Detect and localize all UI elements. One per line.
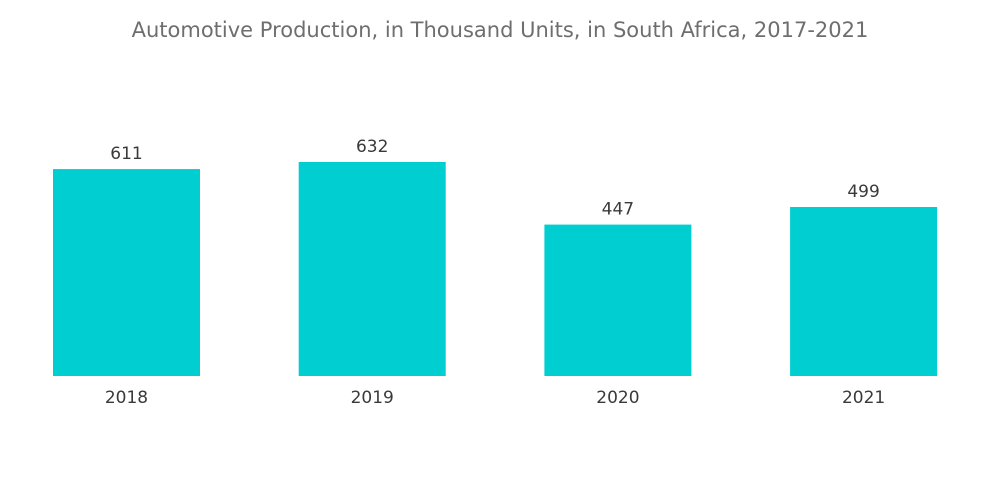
x-tick-label-2020: 2020 xyxy=(596,388,639,408)
chart-title: Automotive Production, in Thousand Units… xyxy=(131,18,869,42)
bar-2018 xyxy=(53,169,200,376)
data-label-2019: 632 xyxy=(356,137,388,157)
x-tick-label-2018: 2018 xyxy=(105,388,148,408)
x-tick-label-2019: 2019 xyxy=(351,388,394,408)
bar-2019 xyxy=(298,162,446,376)
x-tick-label-2021: 2021 xyxy=(842,388,885,408)
data-label-2021: 499 xyxy=(847,182,879,202)
data-label-2020: 447 xyxy=(602,200,634,220)
data-label-2018: 611 xyxy=(110,144,142,164)
bar-2021 xyxy=(790,207,938,376)
bars-group: 611 2018 632 2019 447 2020 499 2021 xyxy=(53,137,938,408)
bar-2020 xyxy=(544,224,692,376)
